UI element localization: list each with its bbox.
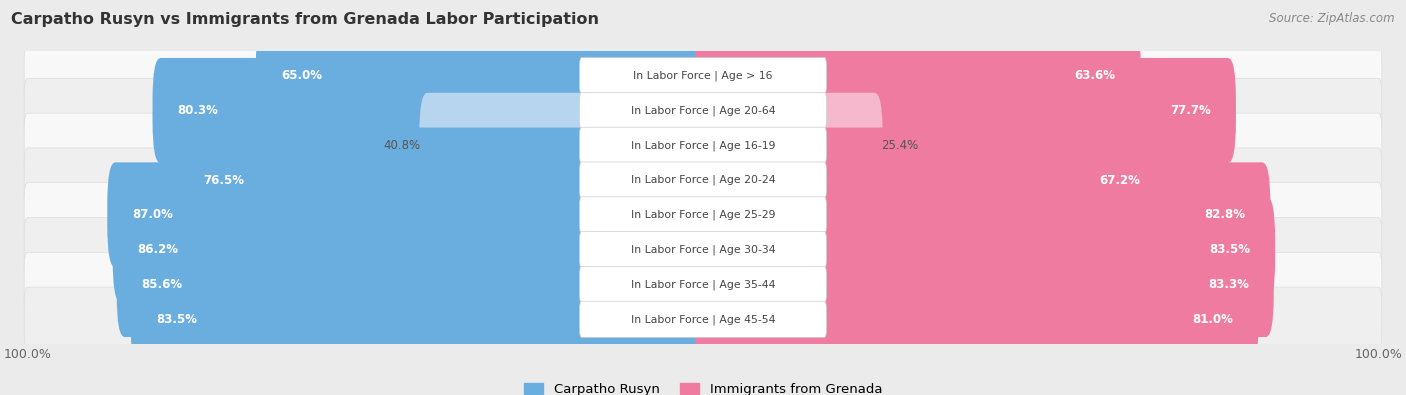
Text: 83.5%: 83.5% — [156, 313, 197, 326]
FancyBboxPatch shape — [131, 267, 711, 372]
FancyBboxPatch shape — [695, 58, 1236, 163]
FancyBboxPatch shape — [24, 113, 1382, 177]
Text: 83.5%: 83.5% — [1209, 243, 1250, 256]
Text: In Labor Force | Age 45-54: In Labor Force | Age 45-54 — [631, 314, 775, 325]
Text: 76.5%: 76.5% — [204, 173, 245, 186]
FancyBboxPatch shape — [695, 267, 1258, 372]
Text: 40.8%: 40.8% — [384, 139, 420, 152]
FancyBboxPatch shape — [419, 93, 711, 198]
FancyBboxPatch shape — [695, 162, 1271, 267]
Text: In Labor Force | Age 35-44: In Labor Force | Age 35-44 — [631, 279, 775, 290]
FancyBboxPatch shape — [579, 92, 827, 129]
Text: In Labor Force | Age 20-64: In Labor Force | Age 20-64 — [631, 105, 775, 116]
FancyBboxPatch shape — [112, 197, 711, 302]
FancyBboxPatch shape — [24, 78, 1382, 143]
FancyBboxPatch shape — [695, 197, 1275, 302]
Text: 77.7%: 77.7% — [1170, 104, 1211, 117]
FancyBboxPatch shape — [579, 231, 827, 268]
FancyBboxPatch shape — [579, 197, 827, 233]
FancyBboxPatch shape — [695, 23, 1140, 128]
FancyBboxPatch shape — [24, 148, 1382, 212]
Text: 25.4%: 25.4% — [882, 139, 918, 152]
FancyBboxPatch shape — [579, 127, 827, 164]
Text: In Labor Force | Age 16-19: In Labor Force | Age 16-19 — [631, 140, 775, 150]
Text: In Labor Force | Age > 16: In Labor Force | Age > 16 — [633, 70, 773, 81]
Text: 65.0%: 65.0% — [281, 69, 322, 82]
FancyBboxPatch shape — [695, 232, 1274, 337]
FancyBboxPatch shape — [179, 128, 711, 233]
FancyBboxPatch shape — [24, 287, 1382, 352]
Text: 85.6%: 85.6% — [142, 278, 183, 291]
Text: 86.2%: 86.2% — [138, 243, 179, 256]
Legend: Carpatho Rusyn, Immigrants from Grenada: Carpatho Rusyn, Immigrants from Grenada — [519, 377, 887, 395]
Text: Carpatho Rusyn vs Immigrants from Grenada Labor Participation: Carpatho Rusyn vs Immigrants from Grenad… — [11, 12, 599, 27]
FancyBboxPatch shape — [117, 232, 711, 337]
FancyBboxPatch shape — [579, 58, 827, 94]
Text: 83.3%: 83.3% — [1208, 278, 1249, 291]
FancyBboxPatch shape — [24, 43, 1382, 108]
Text: In Labor Force | Age 30-34: In Labor Force | Age 30-34 — [631, 245, 775, 255]
FancyBboxPatch shape — [579, 162, 827, 198]
Text: 87.0%: 87.0% — [132, 209, 173, 222]
Text: 82.8%: 82.8% — [1205, 209, 1246, 222]
FancyBboxPatch shape — [695, 93, 883, 198]
FancyBboxPatch shape — [24, 252, 1382, 317]
FancyBboxPatch shape — [256, 23, 711, 128]
Text: 67.2%: 67.2% — [1099, 173, 1140, 186]
FancyBboxPatch shape — [24, 183, 1382, 247]
Text: In Labor Force | Age 25-29: In Labor Force | Age 25-29 — [631, 210, 775, 220]
FancyBboxPatch shape — [107, 162, 711, 267]
Text: 80.3%: 80.3% — [177, 104, 218, 117]
Text: In Labor Force | Age 20-24: In Labor Force | Age 20-24 — [631, 175, 775, 185]
FancyBboxPatch shape — [695, 128, 1166, 233]
FancyBboxPatch shape — [579, 266, 827, 303]
Text: 63.6%: 63.6% — [1074, 69, 1116, 82]
FancyBboxPatch shape — [152, 58, 711, 163]
FancyBboxPatch shape — [579, 301, 827, 337]
Text: Source: ZipAtlas.com: Source: ZipAtlas.com — [1270, 12, 1395, 25]
Text: 81.0%: 81.0% — [1192, 313, 1233, 326]
FancyBboxPatch shape — [24, 218, 1382, 282]
